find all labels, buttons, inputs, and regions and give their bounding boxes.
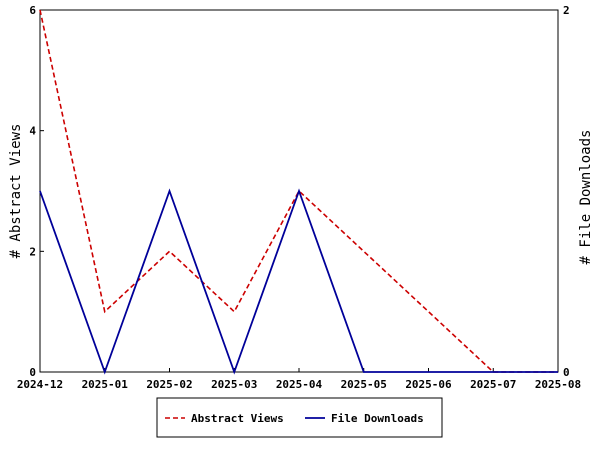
x-tick-label: 2025-07 [470, 378, 516, 391]
x-tick-label: 2025-03 [211, 378, 257, 391]
left-axis-title: # Abstract Views [8, 124, 24, 259]
x-tick-label: 2024-12 [17, 378, 63, 391]
legend-label-abstract-views: Abstract Views [191, 412, 284, 425]
left-y-tick-label: 4 [29, 125, 36, 138]
x-tick-label: 2025-06 [405, 378, 452, 391]
right-y-tick-label: 0 [563, 366, 570, 379]
legend-box [156, 397, 443, 438]
right-axis-title: # File Downloads [578, 130, 594, 265]
series-line-file-downloads [39, 188, 558, 375]
x-tick-label: 2025-01 [82, 378, 129, 391]
left-y-tick-label: 6 [29, 4, 36, 17]
x-tick-label: 2025-04 [276, 378, 323, 391]
x-tick-label: 2025-02 [146, 378, 192, 391]
right-y-tick-label: 2 [563, 4, 570, 17]
left-y-tick-label: 0 [29, 366, 36, 379]
x-tick-label: 2025-05 [341, 378, 387, 391]
series-line-abstract-views [39, 9, 558, 373]
tick-labels: 2024-12 2025-01 2025-02 2025-03 2025-04 2025-… [17, 4, 581, 391]
left-y-tick-label: 2 [29, 245, 36, 258]
legend: Abstract Views File Downloads [156, 397, 443, 438]
series-layer [39, 9, 558, 375]
legend-label-file-downloads: File Downloads [331, 412, 424, 425]
x-tick-label: 2025-08 [535, 378, 581, 391]
